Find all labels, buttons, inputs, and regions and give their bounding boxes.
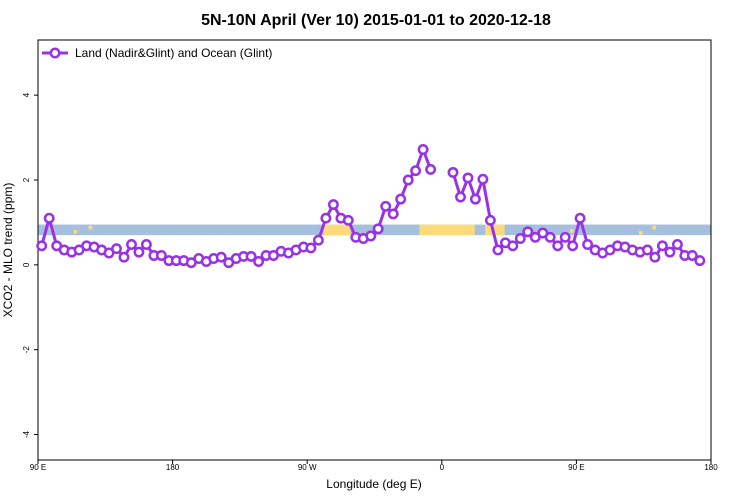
data-point [514, 233, 526, 244]
data-point [649, 251, 661, 263]
data-point [559, 231, 571, 243]
map-land-area [419, 224, 475, 236]
data-point [671, 239, 683, 250]
data-point [327, 199, 339, 211]
map-land-speck [88, 225, 93, 230]
x-axis-label: Longitude (deg E) [326, 477, 421, 491]
data-point [380, 200, 392, 212]
map-land-speck [73, 229, 78, 234]
map-land-speck [638, 231, 643, 236]
data-point [574, 212, 586, 224]
y-axis-label: XCO2 - MLO trend (ppm) [1, 183, 15, 318]
legend-marker [49, 47, 61, 59]
y-tick-label: -2 [22, 346, 31, 354]
data-point [641, 244, 653, 256]
y-tick-label: 0 [22, 262, 31, 267]
legend-label: Land (Nadir&Glint) and Ocean (Glint) [75, 46, 272, 60]
x-tick-label: 0 [440, 463, 445, 472]
x-tick-label: 90 E [568, 463, 584, 472]
data-point [342, 214, 354, 226]
data-point [395, 193, 407, 205]
data-point [417, 144, 429, 155]
y-tick-label: 2 [22, 177, 31, 182]
data-point [305, 242, 317, 254]
data-point [253, 256, 265, 267]
data-point [484, 214, 496, 226]
data-point [320, 212, 332, 224]
data-point [477, 173, 489, 185]
data-point [462, 172, 474, 184]
data-point [402, 174, 414, 186]
data-point [118, 251, 130, 263]
map-land-area [323, 224, 351, 236]
map-land-speck [652, 225, 657, 230]
data-point [387, 208, 399, 220]
chart-title: 5N-10N April (Ver 10) 2015-01-01 to 2020… [201, 12, 551, 29]
x-tick-label: 180 [166, 463, 180, 472]
map-land-area [485, 224, 505, 236]
y-tick-label: -4 [22, 430, 31, 438]
data-point [133, 246, 145, 258]
data-point [36, 240, 48, 252]
y-tick-label: 4 [22, 92, 31, 97]
data-point [245, 250, 257, 262]
series-layer [36, 144, 706, 269]
data-point [140, 239, 152, 250]
x-tick-label: 90 E [30, 463, 46, 472]
x-tick-label: 90 W [298, 463, 317, 472]
data-point [372, 223, 384, 235]
data-point [312, 234, 324, 246]
data-point [43, 212, 55, 224]
x-tick-label: 180 [704, 463, 718, 472]
data-point [507, 240, 519, 252]
map-land-speck [569, 228, 574, 233]
axis-ticks: 90 E 180 90 W 0 90 E 180 -4 -2 0 2 4 [22, 92, 718, 472]
data-point [686, 250, 698, 261]
data-point [522, 226, 534, 238]
data-point [410, 165, 422, 177]
data-point [544, 231, 556, 243]
data-point [155, 250, 167, 261]
data-point [455, 191, 466, 203]
data-point [552, 240, 564, 252]
data-point [582, 239, 594, 250]
data-point [492, 244, 504, 256]
data-point [567, 240, 579, 252]
data-point [126, 239, 137, 250]
plot-frame [37, 39, 712, 461]
data-point [215, 251, 227, 263]
data-point [111, 243, 122, 255]
data-point [425, 163, 437, 175]
data-point [694, 255, 706, 267]
data-point [656, 240, 668, 252]
data-point [469, 193, 481, 205]
data-point [447, 166, 459, 178]
data-point [365, 230, 377, 242]
data-point [664, 246, 676, 258]
series-line [451, 171, 701, 262]
legend: Land (Nadir&Glint) and Ocean (Glint) [42, 46, 272, 60]
